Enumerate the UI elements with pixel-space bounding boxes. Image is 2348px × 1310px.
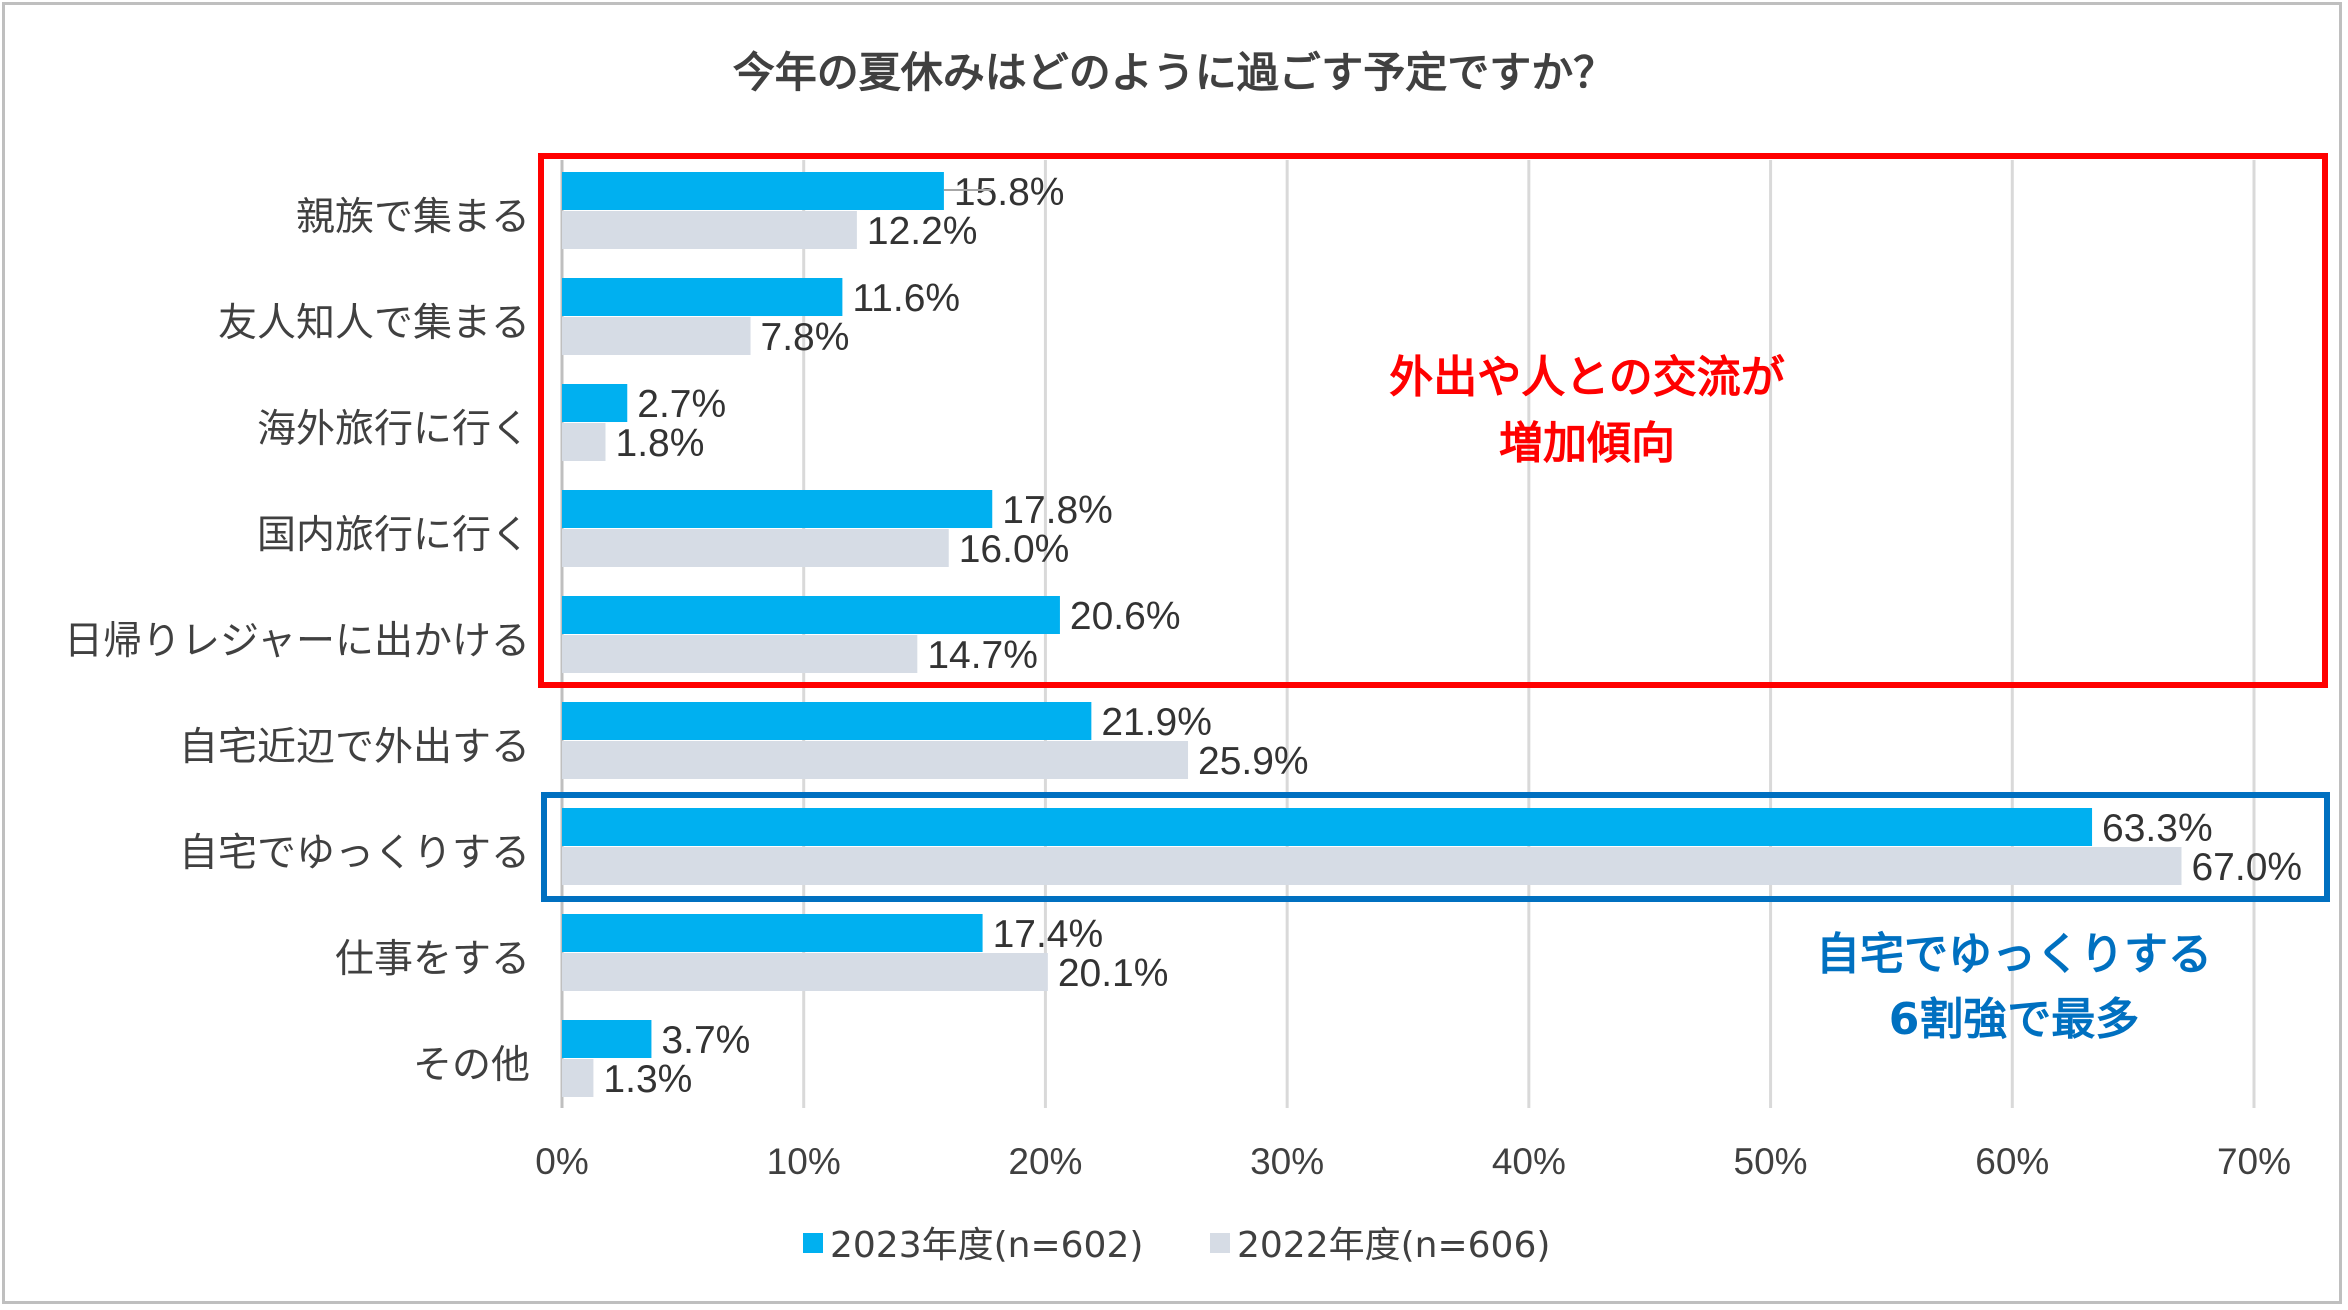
value-label: 3.7% [661, 1019, 750, 1062]
x-tick-label: 60% [1975, 1141, 2049, 1182]
bar-2022 [562, 529, 949, 567]
bar-2022 [562, 1059, 594, 1097]
bar-2022 [562, 317, 751, 355]
bar-2022 [562, 211, 857, 249]
highlight-box-home [541, 792, 2330, 902]
bar-2022 [562, 953, 1048, 991]
category-label: 自宅でゆっくりする [179, 831, 530, 876]
legend-swatch-2023 [803, 1233, 823, 1253]
value-label: 1.8% [616, 422, 705, 465]
bar-2023 [562, 702, 1092, 740]
x-tick-label: 20% [1008, 1141, 1082, 1182]
x-axis-ticks: 0% 10% 20% 30% 40% 50% 60% 70% [535, 1141, 2291, 1182]
value-label: 14.7% [927, 634, 1038, 677]
value-label: 16.0% [959, 528, 1070, 571]
annotation-home-line2: 6割強で最多 [1889, 994, 2140, 1045]
legend-label-2023: 2023年度(n=602) [830, 1225, 1143, 1266]
bar-2023 [562, 808, 2093, 846]
value-label: 17.8% [1002, 489, 1113, 532]
value-label: 2.7% [637, 383, 726, 426]
category-label: 国内旅行に行く [257, 513, 530, 558]
bars [562, 172, 2182, 1097]
category-label: 日帰りレジャーに出かける [64, 619, 530, 664]
bar-2022 [562, 741, 1189, 779]
chart-title: 今年の夏休みはどのように過ごす予定ですか？ [733, 48, 1615, 97]
bar-2023 [562, 596, 1060, 634]
legend-label-2022: 2022年度(n=606) [1237, 1225, 1550, 1266]
value-label: 12.2% [867, 210, 978, 253]
value-label: 15.8% [954, 171, 1065, 214]
category-label: その他 [413, 1043, 530, 1088]
x-tick-label: 70% [2217, 1141, 2291, 1182]
category-label: 自宅近辺で外出する [179, 725, 530, 770]
category-label: 親族で集まる [296, 195, 530, 240]
annotation-increase-line2: 増加傾向 [1499, 418, 1675, 469]
value-label: 21.9% [1101, 701, 1212, 744]
value-label: 1.3% [603, 1058, 692, 1101]
x-tick-label: 30% [1250, 1141, 1324, 1182]
bar-2023 [562, 384, 628, 422]
x-tick-label: 10% [767, 1141, 841, 1182]
bar-2022 [562, 423, 606, 461]
bar-2023 [562, 1020, 652, 1058]
value-label: 67.0% [2191, 846, 2302, 889]
value-label: 7.8% [761, 316, 850, 359]
x-tick-label: 50% [1734, 1141, 1808, 1182]
value-label: 20.1% [1058, 952, 1169, 995]
bar-2022 [562, 635, 918, 673]
value-label: 11.6% [852, 277, 960, 320]
bar-2023 [562, 490, 993, 528]
bar-2022 [562, 847, 2182, 885]
legend: 2023年度(n=602) 2022年度(n=606) [803, 1225, 1550, 1266]
category-label: 海外旅行に行く [257, 407, 530, 452]
annotation-home-line1: 自宅でゆっくりする [1816, 929, 2212, 980]
x-tick-label: 0% [535, 1141, 588, 1182]
category-label: 仕事をする [335, 937, 530, 982]
highlight-box-increase [538, 153, 2328, 688]
category-label: 友人知人で集まる [218, 301, 530, 346]
x-tick-label: 40% [1492, 1141, 1566, 1182]
value-label: 63.3% [2102, 807, 2213, 850]
annotation-increase-line1: 外出や人との交流が [1389, 352, 1785, 403]
value-label: 17.4% [993, 913, 1104, 956]
value-label: 20.6% [1070, 595, 1181, 638]
category-labels: 親族で集まる友人知人で集まる海外旅行に行く国内旅行に行く日帰りレジャーに出かける… [64, 195, 530, 1088]
bar-2023 [562, 914, 983, 952]
bar-2023 [562, 172, 944, 210]
bar-2023 [562, 278, 843, 316]
value-label: 25.9% [1198, 740, 1309, 783]
legend-swatch-2022 [1210, 1233, 1230, 1253]
value-labels: 15.8%12.2%11.6%7.8%2.7%1.8%17.8%16.0%20.… [603, 171, 2302, 1101]
